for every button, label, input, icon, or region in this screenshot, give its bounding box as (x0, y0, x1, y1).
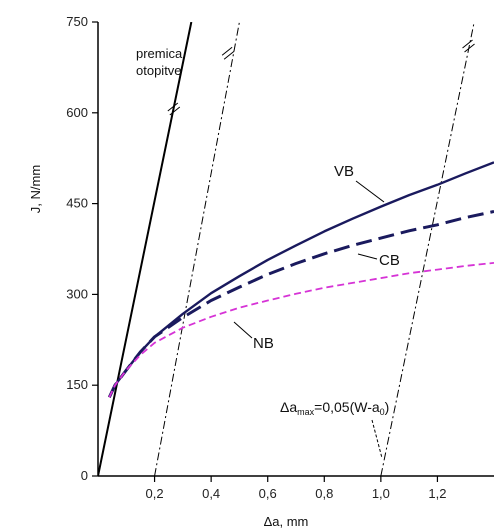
offset-line-1 (154, 22, 240, 476)
series-cb-line (107, 210, 494, 398)
y-tick-label: 600 (66, 105, 88, 120)
x-tick-label: 0,2 (146, 486, 164, 501)
x-tick-label: 1,0 (372, 486, 390, 501)
axes (92, 21, 494, 482)
break-mark (169, 106, 181, 116)
tick-labels: 0 150 300 450 600 750 0,2 0,4 0,6 0,8 1,0 1,2 J, N/m… (28, 14, 446, 529)
label-nb: NB (253, 335, 274, 352)
leader-delta-a-max (371, 419, 383, 459)
delta-a-max-label: Δamax=0,05(W-a0) (280, 399, 389, 417)
leader-vb (355, 180, 385, 203)
break-mark (221, 46, 233, 56)
label-cb: CB (379, 252, 400, 269)
x-tick-label: 0,8 (315, 486, 333, 501)
break-mark (464, 43, 475, 53)
y-tick-label: 750 (66, 14, 88, 29)
x-tick-label: 1,2 (428, 486, 446, 501)
break-mark (462, 39, 473, 49)
blunting-label-otopitve: otopitve (136, 63, 182, 78)
break-mark (223, 50, 235, 60)
label-vb: VB (334, 163, 354, 180)
x-tick-label: 0,4 (202, 486, 220, 501)
blunting-label-premica: premica (136, 46, 183, 61)
leader-cb (357, 253, 378, 260)
blunting-line (98, 22, 193, 476)
y-tick-label: 150 (66, 377, 88, 392)
plot-lines (98, 22, 494, 476)
annotations: premica otopitve VB CB NB Δamax=0,05(W-a0) (136, 39, 475, 459)
break-mark (167, 102, 179, 112)
y-axis-label: J, N/mm (28, 165, 43, 213)
series-vb-line (108, 161, 494, 398)
y-tick-label: 300 (66, 286, 88, 301)
y-tick-label: 450 (66, 196, 88, 211)
leader-nb (233, 321, 253, 339)
x-axis-label: Δa, mm (264, 514, 309, 529)
y-tick-label: 0 (81, 468, 88, 483)
x-tick-label: 0,6 (259, 486, 277, 501)
series-nb-line (108, 262, 494, 398)
offset-line-2 (380, 22, 475, 476)
